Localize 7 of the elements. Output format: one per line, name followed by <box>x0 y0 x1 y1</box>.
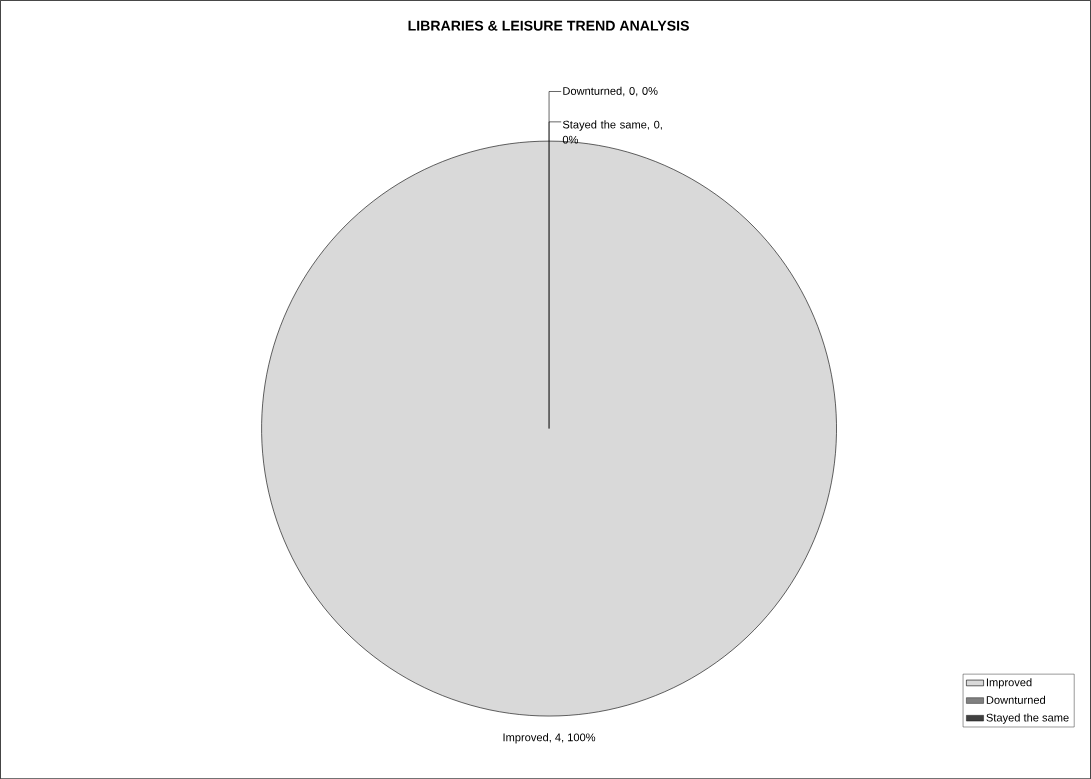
text: Downturned, 0, 0% <box>563 86 658 97</box>
text: Stayed the same, 0, 0% <box>562 120 662 144</box>
legend-label: Improved <box>986 678 1032 689</box>
chart-title: LIBRARIES & LEISURE TREND ANALYSIS <box>408 20 689 31</box>
data-label: Improved, 4, 100% <box>503 733 596 744</box>
legend-label: Downturned <box>986 695 1046 704</box>
legend-label: Stayed the same <box>986 713 1069 724</box>
